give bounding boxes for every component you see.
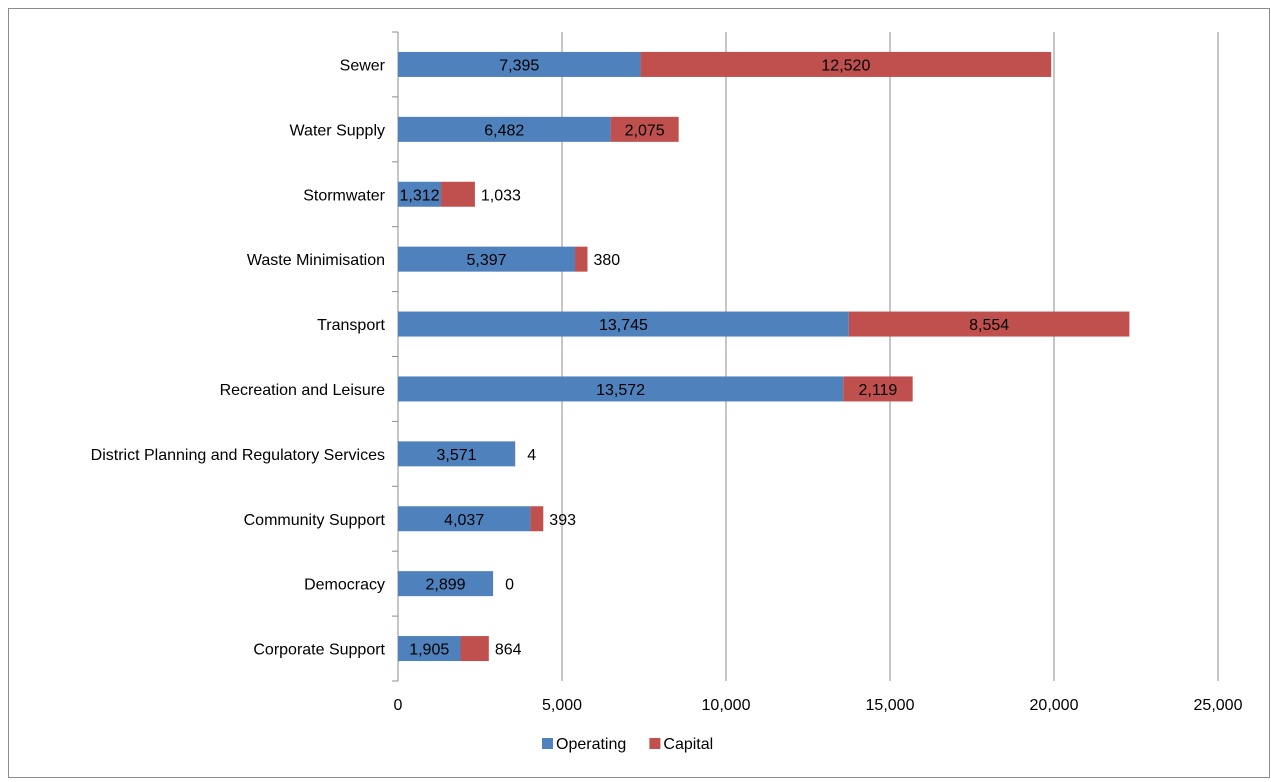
bar-capital (441, 182, 475, 207)
bar-capital (530, 506, 543, 531)
category-label: Democracy (304, 577, 385, 594)
category-label: Sewer (340, 57, 386, 74)
category-label: Corporate Support (253, 642, 385, 659)
x-tick-label: 5,000 (542, 697, 582, 714)
x-tick-label: 0 (394, 697, 403, 714)
data-label-operating: 4,037 (444, 512, 484, 529)
data-label-capital: 8,554 (969, 317, 1009, 334)
category-label: Recreation and Leisure (220, 382, 386, 399)
data-label-operating: 13,572 (596, 382, 645, 399)
category-label: Community Support (244, 512, 386, 529)
data-label-operating: 1,905 (409, 642, 449, 659)
data-label-operating: 2,899 (426, 577, 466, 594)
data-label-capital: 4 (527, 447, 536, 464)
x-tick-label: 15,000 (866, 697, 915, 714)
legend-swatch-capital (649, 738, 660, 749)
category-label: Transport (317, 317, 385, 334)
data-label-capital: 1,033 (481, 187, 521, 204)
x-tick-label: 25,000 (1194, 697, 1243, 714)
bar-capital (460, 636, 488, 661)
data-label-capital: 12,520 (821, 57, 870, 74)
legend-swatch-operating (542, 738, 553, 749)
x-tick-label: 20,000 (1030, 697, 1079, 714)
data-label-operating: 6,482 (484, 122, 524, 139)
data-label-capital: 393 (549, 512, 576, 529)
bar-capital (575, 247, 587, 272)
data-label-operating: 7,395 (499, 57, 539, 74)
data-label-capital: 864 (495, 642, 522, 659)
category-label: District Planning and Regulatory Service… (91, 447, 385, 464)
category-label: Waste Minimisation (247, 252, 385, 269)
category-label: Water Supply (290, 122, 385, 139)
stacked-bar-chart: 0 5,000 10,000 15,000 20,000 25,000 Sewer 7,395… (9, 9, 1269, 777)
legend-label-capital: Capital (663, 736, 713, 753)
category-label: Stormwater (303, 187, 385, 204)
chart-frame: 0 5,000 10,000 15,000 20,000 25,000 Sewer 7,395… (8, 8, 1270, 778)
data-label-operating: 3,571 (437, 447, 477, 464)
data-label-operating: 13,745 (599, 317, 648, 334)
data-label-operating: 1,312 (399, 187, 439, 204)
data-label-capital: 0 (505, 577, 514, 594)
data-label-operating: 5,397 (466, 252, 506, 269)
x-tick-label: 10,000 (702, 697, 751, 714)
data-label-capital: 2,119 (858, 382, 897, 399)
data-label-capital: 2,075 (625, 122, 665, 139)
data-label-capital: 380 (593, 252, 620, 269)
legend-label-operating: Operating (556, 736, 626, 753)
